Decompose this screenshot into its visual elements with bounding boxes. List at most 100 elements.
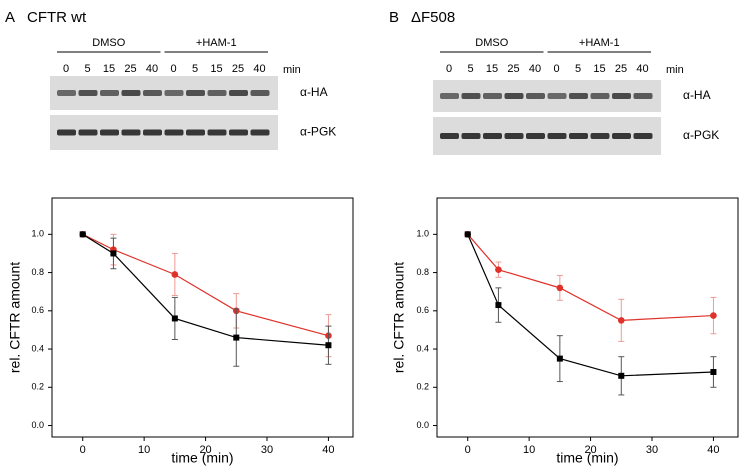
marker xyxy=(618,372,625,379)
lane-label: 15 xyxy=(210,63,222,75)
series-line xyxy=(82,233,329,337)
blot-band xyxy=(164,129,184,136)
y-tick-label: 0.2 xyxy=(416,382,429,392)
blot-band xyxy=(483,133,502,139)
lane-label: 0 xyxy=(446,63,452,75)
blot-band xyxy=(207,90,227,96)
lane-label: 0 xyxy=(170,63,176,75)
blot-band xyxy=(461,133,481,139)
x-tick-label: 10 xyxy=(138,444,150,456)
x-axis-label: time (min) xyxy=(556,450,618,466)
marker xyxy=(617,317,625,324)
blot-band xyxy=(590,93,610,99)
series-line xyxy=(82,233,329,346)
blot-band xyxy=(78,90,98,96)
y-tick-label: 0.8 xyxy=(31,267,44,277)
blot-band xyxy=(569,133,588,139)
marker xyxy=(495,266,502,274)
blot-band xyxy=(547,93,567,99)
y-tick-label: 0.6 xyxy=(31,305,44,315)
blot-band xyxy=(100,129,119,136)
blot-band xyxy=(229,129,248,136)
blot-band xyxy=(186,90,205,96)
x-tick-label: 30 xyxy=(646,444,658,456)
blot-band xyxy=(229,90,248,96)
blot-band xyxy=(526,93,545,99)
unit-label: min xyxy=(283,64,301,76)
marker xyxy=(495,302,502,309)
marker xyxy=(710,368,717,375)
blot-band xyxy=(100,90,119,96)
marker xyxy=(556,284,564,292)
series-line xyxy=(467,234,714,377)
lane-label: 15 xyxy=(593,63,605,75)
y-axis-label: rel. CFTR amount xyxy=(391,262,407,373)
lane-label: 25 xyxy=(232,63,244,75)
y-tick-label: 0.4 xyxy=(416,343,429,353)
y-tick-label: 1.0 xyxy=(416,229,429,239)
blot-band xyxy=(121,129,141,136)
blot-band xyxy=(526,133,545,139)
blot-band xyxy=(57,129,76,136)
panel-title: CFTR wt xyxy=(27,9,87,26)
lane-label: 0 xyxy=(63,63,69,75)
lane-label: 25 xyxy=(507,63,519,75)
blot-band xyxy=(57,90,76,96)
marker xyxy=(464,231,471,238)
plot-frame xyxy=(436,197,739,438)
y-tick-label: 0.4 xyxy=(31,343,44,353)
y-tick-label: 0.2 xyxy=(31,382,44,392)
x-tick-label: 30 xyxy=(261,444,273,456)
blot-band xyxy=(633,93,653,99)
lane-label: 40 xyxy=(253,63,265,75)
blot-band xyxy=(633,133,653,139)
blot-band xyxy=(143,90,162,96)
y-axis-label: rel. CFTR amount xyxy=(7,262,23,373)
blot-band xyxy=(164,90,184,96)
blot-band xyxy=(78,129,98,136)
blot-band xyxy=(143,129,162,136)
lane-label: 5 xyxy=(84,63,90,75)
blot-band xyxy=(207,129,227,136)
lane-label: 40 xyxy=(146,63,158,75)
marker xyxy=(171,315,178,322)
lane-label: 15 xyxy=(103,63,115,75)
blot-band xyxy=(250,129,270,136)
group-label: DMSO xyxy=(92,37,125,49)
group-label: DMSO xyxy=(475,37,508,49)
marker xyxy=(79,231,86,238)
blot-band xyxy=(483,93,502,99)
marker xyxy=(556,355,563,362)
plot-frame xyxy=(51,197,354,438)
y-tick-label: 0.0 xyxy=(31,420,44,430)
marker xyxy=(710,312,717,319)
y-tick-label: 0.0 xyxy=(416,420,429,430)
blot-label: α-HA xyxy=(683,88,711,102)
y-tick-label: 0.8 xyxy=(416,267,429,277)
blot-band xyxy=(440,93,459,99)
lane-label: 25 xyxy=(124,63,136,75)
lane-label: 5 xyxy=(467,63,473,75)
blot-band xyxy=(590,133,610,139)
marker xyxy=(325,342,332,349)
blot-band xyxy=(547,133,567,139)
blot-band xyxy=(504,93,524,99)
blot-band xyxy=(461,93,481,99)
lane-label: 40 xyxy=(529,63,541,75)
blot-band xyxy=(186,129,205,136)
panel-label: A xyxy=(5,9,15,26)
blot-band xyxy=(250,90,270,96)
lane-label: 5 xyxy=(192,63,198,75)
panel-title: ΔF508 xyxy=(411,9,455,26)
panel-label: B xyxy=(389,9,399,26)
lane-label: 5 xyxy=(575,63,581,75)
blot-band xyxy=(612,133,631,139)
lane-label: 25 xyxy=(615,63,627,75)
blot-band xyxy=(612,93,631,99)
marker xyxy=(233,334,240,341)
unit-label: min xyxy=(666,64,684,76)
blot-band xyxy=(504,133,524,139)
x-tick-label: 0 xyxy=(80,444,86,456)
blot-label: α-HA xyxy=(300,85,328,99)
